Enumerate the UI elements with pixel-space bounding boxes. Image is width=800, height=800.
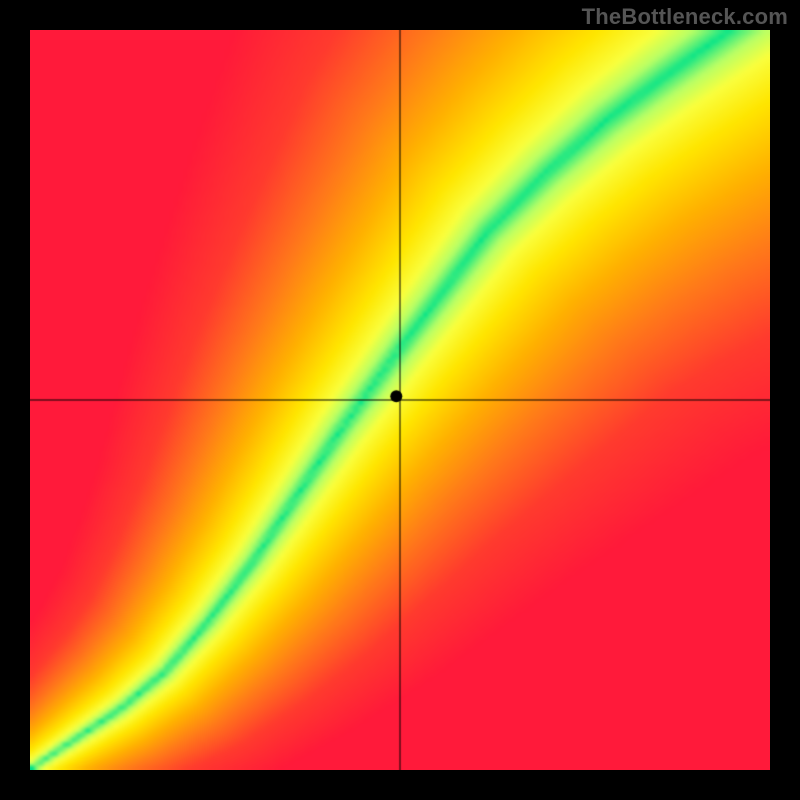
- heatmap-canvas: [30, 30, 770, 770]
- watermark-text: TheBottleneck.com: [582, 4, 788, 30]
- chart-container: TheBottleneck.com: [0, 0, 800, 800]
